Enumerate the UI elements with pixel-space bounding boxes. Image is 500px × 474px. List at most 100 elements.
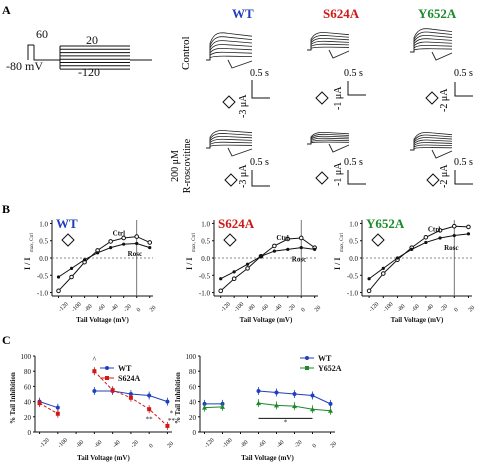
data-point-ctrl	[231, 276, 237, 282]
significance-bar: *	[258, 417, 313, 426]
x-tick-label: -40	[425, 304, 435, 314]
panel-a-label: A	[2, 3, 11, 17]
y-tick-label: 1.0	[39, 220, 48, 228]
current-scale-wt-control: -3 μA	[238, 94, 249, 118]
y-tick-label: -0.5	[347, 272, 359, 280]
rosc-label: Rosc	[292, 255, 306, 263]
y-tick-label: 20	[189, 414, 197, 422]
data-point-ctrl	[108, 239, 113, 244]
series-line-y652a	[204, 406, 223, 409]
current-scale-y652a-control: -2 μA	[439, 88, 450, 112]
x-tick-label: -120	[39, 437, 51, 449]
iv-chart-title: Y652A	[366, 216, 405, 231]
iv-chart-2: 1.0 0.5 0.0 -0.5 -1.0 -120 -100 -80 -60 -40 -20 0 20…	[333, 216, 476, 324]
data-point-rosc	[122, 242, 126, 246]
y-tick-label: 80	[189, 368, 197, 376]
y-tick-label: 0.0	[201, 255, 210, 263]
data-point-y652a	[220, 404, 225, 409]
data-point-rosc	[56, 275, 61, 279]
current-trace	[206, 32, 253, 61]
data-point-ctrl	[272, 243, 277, 249]
row-rosc-line1: 200 μM	[170, 150, 181, 182]
x-tick-label: 0	[312, 443, 318, 449]
x-tick-label: -120	[368, 301, 380, 313]
data-point-rosc	[245, 262, 250, 266]
data-point-rosc	[299, 246, 303, 250]
protocol-tail-lines	[59, 45, 152, 70]
x-tick-label: -60	[97, 304, 107, 314]
time-scale-y652a-control: 0.5 s	[454, 68, 473, 79]
tail-trace	[227, 59, 253, 69]
iv-ylabel-sub: max, Ctrl	[192, 233, 197, 252]
significance-caret: ^	[92, 355, 96, 364]
data-point-y652a	[256, 400, 261, 406]
iv-xlabel: Tail Voltage (mV)	[240, 316, 293, 324]
y-tick-label: 100	[186, 353, 197, 361]
data-point-rosc	[466, 232, 471, 236]
iv-ylabel: I / I	[333, 258, 342, 270]
inhibition-xlabel: Tail Voltage (mV)	[77, 454, 130, 462]
data-point-rosc	[438, 236, 442, 240]
current-trace	[307, 131, 350, 145]
series-line-ctrl	[368, 225, 469, 292]
panel-b-label: B	[2, 202, 10, 216]
protocol-step-trace	[27, 44, 34, 60]
data-point-wt	[92, 388, 97, 393]
current-scale-y652a-rosc: -2 μA	[439, 164, 450, 188]
data-point-s624a	[92, 369, 97, 374]
scale-bar-wt-control	[251, 80, 270, 99]
inhibition-ylabel: % Tail Inhibition	[9, 372, 17, 424]
x-tick-label: -120	[204, 437, 216, 449]
x-tick-label: 20	[167, 441, 175, 449]
iv-chart-title: WT	[56, 216, 78, 231]
legend-swatch-marker	[105, 366, 109, 370]
y-tick-label: 100	[21, 353, 32, 361]
x-tick-label: -120	[58, 301, 70, 313]
x-tick-label: -80	[397, 304, 407, 314]
current-traces	[206, 28, 473, 187]
tail-trace	[431, 51, 453, 61]
rosc-label: Rosc	[444, 244, 458, 252]
x-tick-label: -40	[112, 440, 122, 450]
data-point-s624a	[147, 407, 152, 412]
tail-trace	[227, 147, 253, 157]
diamond-marker-y652a-rosc	[426, 173, 440, 187]
y-tick-label: 0.0	[349, 255, 358, 263]
ctrl-label: Ctrl	[276, 234, 288, 242]
iv-chart-1: 1.0 0.5 0.0 -0.5 -1.0 -120 -100 -80 -60 -40 -20 0 20…	[185, 216, 322, 324]
data-point-s624a	[55, 411, 60, 416]
holding-voltage-label: -80 mV	[6, 59, 43, 73]
traces-y652a-control	[410, 28, 453, 61]
iv-ylabel-sub: max, Ctrl	[30, 233, 35, 252]
x-tick-label: -20	[130, 440, 140, 450]
y-tick-label: 0.5	[39, 238, 48, 246]
current-trace	[410, 147, 453, 151]
data-point-rosc	[232, 270, 236, 274]
data-point-rosc	[219, 277, 223, 281]
tail-trace	[328, 49, 350, 59]
time-scale-s624a-rosc: 0.5 s	[344, 157, 363, 168]
legend-swatch-marker	[305, 366, 309, 370]
series-line-s624a	[39, 402, 59, 415]
voltage-protocol: 60 -80 mV 20 -120	[6, 27, 152, 79]
x-tick-label: 20	[149, 305, 157, 313]
data-point-rosc	[272, 249, 276, 253]
rosc-label: Rosc	[128, 250, 142, 258]
data-point-wt	[274, 390, 279, 395]
iv-ylabel-sub: max, Ctrl	[340, 233, 345, 252]
y-tick-label: 1.0	[349, 220, 358, 228]
x-tick-label: -120	[220, 301, 232, 313]
time-scale-s624a-control: 0.5 s	[344, 68, 363, 79]
series-line-rosc	[220, 247, 315, 280]
x-tick-label: 0	[136, 307, 142, 313]
x-tick-label: -100	[71, 301, 83, 313]
data-point-ctrl	[56, 288, 61, 294]
traces-s624a-rosc	[307, 131, 350, 153]
row-control-label: Control	[180, 36, 192, 70]
data-point-y652a	[274, 402, 279, 408]
x-tick-label: -80	[75, 440, 85, 450]
data-point-rosc	[82, 258, 87, 262]
tail-top-label: 20	[86, 33, 98, 47]
scale-bar-y652a-rosc	[454, 170, 473, 185]
